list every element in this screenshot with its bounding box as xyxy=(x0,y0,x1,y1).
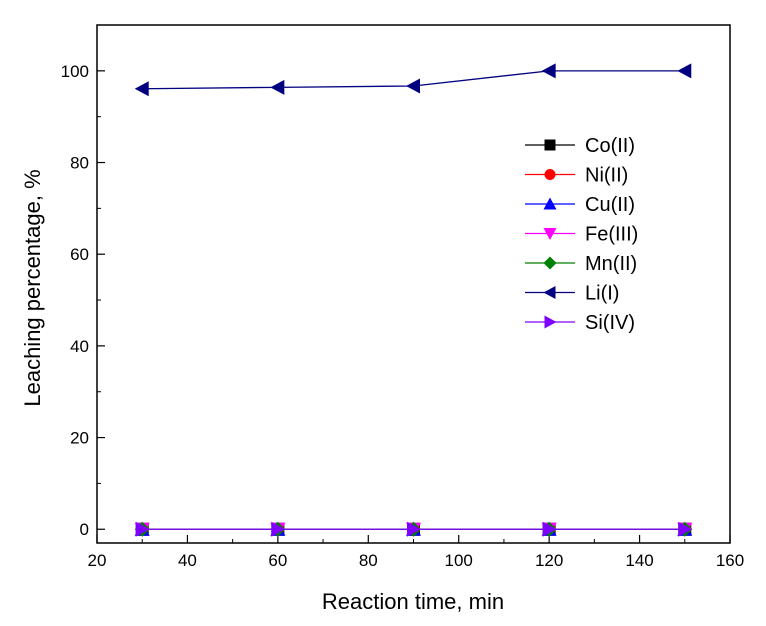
legend-label: Cu(II) xyxy=(585,194,635,216)
y-tick-label: 60 xyxy=(70,245,89,264)
legend-item: Li(I) xyxy=(525,283,619,305)
data-point xyxy=(677,63,692,79)
legend-marker xyxy=(544,169,556,180)
data-point xyxy=(678,521,693,537)
x-tick-label: 140 xyxy=(625,551,653,570)
x-tick-label: 20 xyxy=(88,551,107,570)
plot-border xyxy=(96,24,731,544)
legend-item: Fe(III) xyxy=(525,224,638,246)
y-tick-label: 100 xyxy=(61,62,89,81)
legend-marker xyxy=(543,228,557,240)
data-point xyxy=(134,81,149,97)
legend-item: Co(II) xyxy=(525,135,635,157)
legend-item: Mn(II) xyxy=(525,253,637,275)
legend-item: Si(IV) xyxy=(525,312,635,334)
series-layer xyxy=(134,63,693,537)
x-axis: 20 40 60 80 100 120 140 160 xyxy=(88,535,744,570)
y-tick-label: 40 xyxy=(70,337,89,356)
legend-label: Ni(II) xyxy=(585,165,628,187)
data-point xyxy=(406,78,420,94)
series-lii xyxy=(134,63,692,97)
x-tick-label: 120 xyxy=(535,551,563,570)
data-point xyxy=(407,521,421,537)
data-point xyxy=(135,521,150,537)
legend-item: Cu(II) xyxy=(525,194,635,216)
x-tick-label: 60 xyxy=(268,551,287,570)
legend-label: Si(IV) xyxy=(585,312,635,334)
plot-frame xyxy=(96,24,731,544)
legend-label: Mn(II) xyxy=(585,253,637,275)
y-tick-label: 80 xyxy=(70,154,89,173)
y-axis: 0 20 40 60 80 100 xyxy=(61,62,105,539)
legend-label: Co(II) xyxy=(585,135,635,157)
legend-marker xyxy=(544,315,557,329)
x-tick-label: 100 xyxy=(445,551,473,570)
series-siiv xyxy=(135,521,693,537)
x-axis-title: Reaction time, min xyxy=(322,589,504,614)
x-tick-label: 160 xyxy=(716,551,744,570)
data-point xyxy=(542,521,557,537)
legend-label: Fe(III) xyxy=(585,224,638,246)
legend-item: Ni(II) xyxy=(525,165,628,187)
legend: Co(II) Ni(II) Cu(II) Fe(III) Mn(II) Li(I) Si(I… xyxy=(525,135,638,334)
data-point xyxy=(271,521,286,537)
x-tick-label: 80 xyxy=(359,551,378,570)
legend-marker xyxy=(543,286,556,299)
legend-marker xyxy=(543,197,557,210)
x-tick-label: 40 xyxy=(178,551,197,570)
legend-label: Li(I) xyxy=(585,283,619,305)
legend-marker xyxy=(543,256,557,270)
y-tick-label: 20 xyxy=(70,429,89,448)
data-point xyxy=(270,79,285,95)
y-tick-label: 0 xyxy=(80,520,89,539)
data-point xyxy=(541,63,556,79)
y-axis-title: Leaching percentage, % xyxy=(20,169,45,406)
legend-marker xyxy=(544,139,556,151)
